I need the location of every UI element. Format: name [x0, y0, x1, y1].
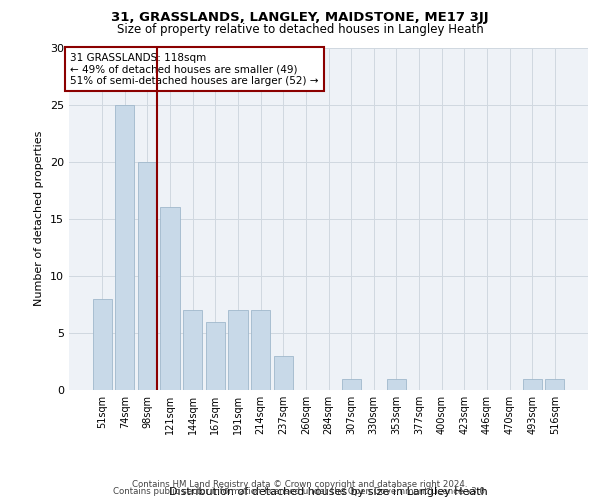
Y-axis label: Number of detached properties: Number of detached properties	[34, 131, 44, 306]
Text: Contains public sector information licensed under the Open Government Licence v3: Contains public sector information licen…	[113, 487, 487, 496]
Text: 31, GRASSLANDS, LANGLEY, MAIDSTONE, ME17 3JJ: 31, GRASSLANDS, LANGLEY, MAIDSTONE, ME17…	[111, 11, 489, 24]
X-axis label: Distribution of detached houses by size in Langley Heath: Distribution of detached houses by size …	[169, 487, 488, 497]
Bar	[251, 310, 270, 390]
Bar	[387, 378, 406, 390]
Bar	[341, 378, 361, 390]
Bar	[183, 310, 202, 390]
Text: Size of property relative to detached houses in Langley Heath: Size of property relative to detached ho…	[116, 22, 484, 36]
Bar	[115, 104, 134, 390]
Bar	[160, 208, 180, 390]
Bar	[138, 162, 157, 390]
Bar	[523, 378, 542, 390]
Bar	[274, 356, 293, 390]
Bar	[92, 298, 112, 390]
Text: 31 GRASSLANDS: 118sqm
← 49% of detached houses are smaller (49)
51% of semi-deta: 31 GRASSLANDS: 118sqm ← 49% of detached …	[70, 52, 319, 86]
Bar	[206, 322, 225, 390]
Bar	[545, 378, 565, 390]
Text: Contains HM Land Registry data © Crown copyright and database right 2024.: Contains HM Land Registry data © Crown c…	[132, 480, 468, 489]
Bar	[229, 310, 248, 390]
